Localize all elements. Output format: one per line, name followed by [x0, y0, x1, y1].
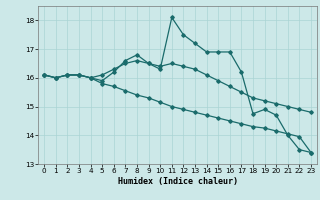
X-axis label: Humidex (Indice chaleur): Humidex (Indice chaleur): [118, 177, 238, 186]
